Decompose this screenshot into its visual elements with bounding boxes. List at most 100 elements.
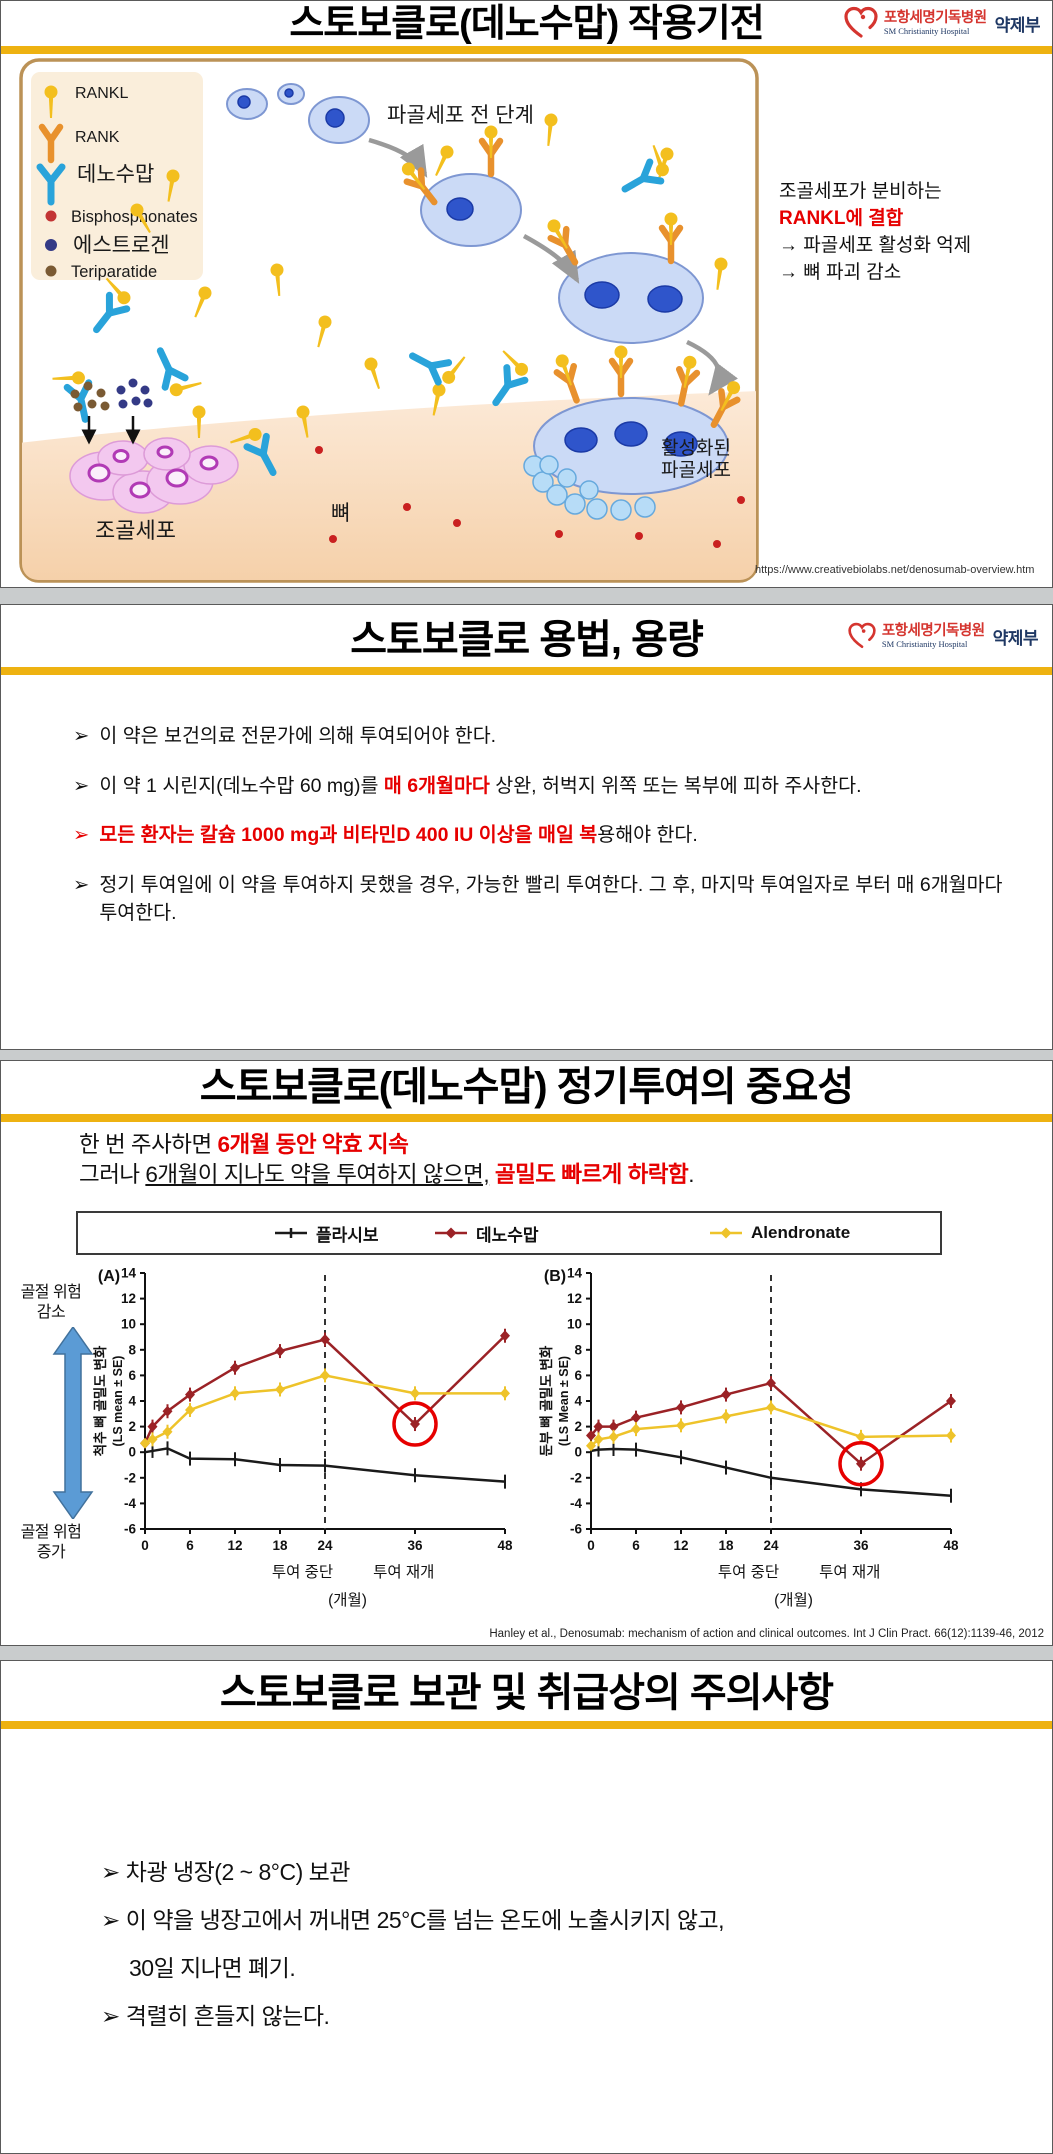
bullet-marker: ➢: [73, 824, 90, 847]
denosumab-diamond-marker-icon: [435, 1227, 467, 1239]
bullet-item: ➢ 격렬히 흔들지 않는다.: [101, 2001, 724, 2032]
bisphosphonates-dot-icon: [45, 210, 57, 222]
svg-text:(LS Mean ± SE): (LS Mean ± SE): [557, 1356, 571, 1446]
bullet-text: 이 약은 보건의료 전문가에 의해 투여되어야 한다.: [99, 725, 497, 747]
note-line-1: 조골세포가 분비하는: [779, 181, 942, 202]
pre-osteoclast-label: 파골세포 전 단계: [387, 104, 534, 127]
svg-text:6: 6: [574, 1368, 582, 1383]
mechanism-diagram: RANKL RANK 데노수맙 Bisphosphonates 에스트로겐 Te…: [19, 58, 759, 588]
slide-dosage: 스토보클로 용법, 용량 포항세명기독병원 SM Christianity Ho…: [0, 604, 1053, 1050]
svg-text:14: 14: [567, 1266, 583, 1281]
svg-text:-4: -4: [570, 1496, 582, 1511]
bullet-marker: ➢: [73, 725, 90, 747]
svg-text:0: 0: [141, 1538, 149, 1553]
bullet-text: 이 약 1 시린지(데노수맙 60 mg)를 매 6개월마다 상완, 허벅지 위…: [99, 774, 862, 797]
legend-item-alendronate: Alendronate: [708, 1213, 850, 1253]
svg-text:18: 18: [718, 1538, 734, 1553]
bullet-text: 정기 투여일에 이 약을 투여하지 못했을 경우, 가능한 빨리 투여한다. 그…: [99, 874, 1003, 924]
slide-mechanism: 스토보클로(데노수맙) 작용기전 포항세명기독병원 SM Christianit…: [0, 0, 1053, 588]
legend-label-teriparatide: Teriparatide: [71, 263, 157, 281]
estrogen-dot-icon: [45, 239, 57, 251]
activated-osteoclast-label-2: 파골세포: [661, 459, 731, 481]
svg-text:10: 10: [567, 1317, 582, 1332]
pharmacy-dept-label: 약제부: [992, 628, 1039, 648]
svg-text:투여 중단: 투여 중단: [718, 1563, 779, 1581]
svg-text:4: 4: [574, 1394, 582, 1409]
svg-text:(A): (A): [98, 1268, 120, 1285]
hospital-name-kr: 포항세명기독병원: [883, 9, 987, 26]
slide-storage: 스토보클로 보관 및 취급상의 주의사항 ➢ 차광 냉장(2 ~ 8°C) 보관…: [0, 1660, 1053, 2154]
intro-line-1: 한 번 주사하면 6개월 동안 약효 지속: [79, 1132, 409, 1157]
svg-text:36: 36: [853, 1538, 869, 1553]
bullet-continuation: 30일 지나면 폐기.: [101, 1953, 724, 1984]
fracture-risk-axis: [29, 1325, 117, 1524]
svg-text:(LS mean ± SE): (LS mean ± SE): [111, 1356, 125, 1447]
svg-text:(개월): (개월): [328, 1591, 367, 1609]
svg-text:0: 0: [587, 1538, 595, 1553]
heart-logo-icon: [848, 622, 876, 649]
svg-text:척추 뼈 골밀도 변화: 척추 뼈 골밀도 변화: [92, 1345, 108, 1456]
svg-text:(B): (B): [544, 1268, 566, 1285]
intro-line-2: 그러나 6개월이 지나도 약을 투여하지 않으면, 골밀도 빠르게 하락함.: [79, 1162, 694, 1188]
svg-text:투여 재개: 투여 재개: [373, 1563, 434, 1581]
osteoblast-nuclei: [87, 445, 219, 499]
svg-text:-2: -2: [124, 1470, 136, 1485]
bisphosphonate-dots: [315, 446, 745, 548]
page-title: 스토보클로 보관 및 취급상의 주의사항: [219, 1671, 834, 1715]
accent-bar: [1, 1114, 1052, 1122]
legend-label: Alendronate: [751, 1223, 851, 1242]
svg-text:투여 재개: 투여 재개: [819, 1563, 880, 1581]
hospital-name-en: SM Christianity Hospital: [883, 26, 970, 36]
svg-text:-4: -4: [124, 1496, 136, 1511]
hospital-name-kr: 포항세명기독병원: [881, 622, 985, 639]
teriparatide-dots: [70, 381, 110, 412]
estrogen-dots: [116, 378, 153, 409]
bullet-item: ➢ 이 약 1 시린지(데노수맙 60 mg)를 매 6개월마다 상완, 허벅지…: [73, 773, 1008, 801]
svg-text:24: 24: [763, 1538, 779, 1553]
legend-label-denosumab: 데노수맙: [77, 163, 154, 186]
svg-text:12: 12: [673, 1538, 688, 1553]
slide-regular-dosing: 스토보클로(데노수맙) 정기투여의 중요성 한 번 주사하면 6개월 동안 약효…: [0, 1060, 1053, 1646]
storage-bullets: ➢ 차광 냉장(2 ~ 8°C) 보관 ➢ 이 약을 냉장고에서 꺼내면 25°…: [101, 1857, 725, 2049]
cell-nuclei: [237, 88, 698, 457]
pharmacy-dept-label: 약제부: [994, 15, 1041, 35]
legend-label-bisphosphonates: Bisphosphonates: [71, 208, 198, 226]
teriparatide-dot-icon: [45, 265, 57, 277]
bullet-text: 이 약을 냉장고에서 꺼내면 25°C를 넘는 온도에 노출시키지 않고,: [125, 1907, 725, 1934]
svg-text:6: 6: [186, 1538, 194, 1553]
svg-text:12: 12: [227, 1538, 242, 1553]
svg-text:48: 48: [943, 1538, 959, 1553]
svg-text:18: 18: [272, 1538, 288, 1553]
bullet-item: ➢ 정기 투여일에 이 약을 투여하지 못했을 경우, 가능한 빨리 투여한다.…: [73, 872, 1008, 927]
bullet-item: ➢ 모든 환자는 칼슘 1000 mg과 비타민D 400 IU 이상을 매일 …: [73, 822, 1008, 850]
note-line-2: RANKL에 결합: [779, 207, 904, 229]
svg-text:6: 6: [128, 1368, 136, 1383]
bullet-text: 30일 지나면 폐기.: [129, 1955, 296, 1982]
note-line-4: → 뼈 파괴 감소: [779, 261, 902, 283]
svg-text:-2: -2: [570, 1470, 582, 1485]
svg-text:12: 12: [121, 1291, 136, 1306]
svg-text:8: 8: [574, 1342, 582, 1357]
heart-logo-icon: [844, 6, 878, 38]
legend-label-rankl: RANKL: [75, 85, 128, 102]
legend-label-rank: RANK: [75, 129, 120, 146]
bullet-text: 차광 냉장(2 ~ 8°C) 보관: [125, 1859, 351, 1885]
accent-bar: [1, 46, 1052, 54]
page-title: 스토보클로(데노수맙) 정기투여의 중요성: [199, 1065, 854, 1109]
source-url: https://www.creativebiolabs.net/denosuma…: [755, 564, 1035, 576]
placebo-line-marker-icon: [275, 1228, 307, 1238]
dosage-bullets: ➢ 이 약은 보건의료 전문가에 의해 투여되어야 한다. ➢ 이 약 1 시린…: [73, 723, 1008, 949]
svg-text:둔부 뼈 골밀도 변화: 둔부 뼈 골밀도 변화: [538, 1345, 554, 1456]
svg-text:-6: -6: [570, 1522, 582, 1537]
fracture-risk-increase-label: 골절 위험 증가: [20, 1524, 82, 1561]
citation: Hanley et al., Denosumab: mechanism of a…: [489, 1628, 1044, 1640]
bullet-item: ➢ 차광 냉장(2 ~ 8°C) 보관: [101, 1857, 724, 1888]
svg-text:14: 14: [121, 1266, 137, 1281]
note-line-3: → 파골세포 활성화 억제: [779, 234, 972, 256]
svg-text:4: 4: [128, 1394, 136, 1409]
svg-text:8: 8: [128, 1342, 136, 1357]
svg-text:2: 2: [574, 1419, 582, 1434]
osteoblast-label: 조골세포: [95, 518, 176, 543]
legend-item-placebo: 플라시보: [273, 1213, 379, 1253]
